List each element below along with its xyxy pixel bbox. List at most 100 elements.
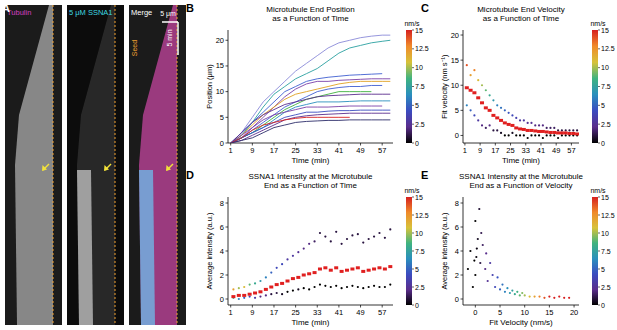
scale-label: 5 μm	[160, 10, 176, 18]
y-tick	[226, 143, 229, 144]
y-axis	[228, 30, 229, 143]
data-point	[501, 284, 503, 286]
data-point	[515, 134, 517, 136]
x-tick-label: 41	[537, 146, 545, 155]
y-tick	[226, 275, 229, 276]
data-point	[492, 129, 494, 131]
mean-point	[377, 266, 381, 269]
data-point	[519, 294, 521, 296]
data-point	[476, 248, 478, 250]
y-tick-label: 6	[220, 223, 224, 232]
mean-point	[307, 272, 311, 275]
data-point	[489, 94, 491, 96]
panel-letter: E	[421, 169, 428, 181]
x-tick-label: 57	[378, 146, 386, 155]
chart: DSSNA1 Intensity at the MicrotubuleEnd a…	[186, 169, 429, 327]
y-tick	[226, 203, 229, 204]
data-point	[286, 258, 288, 260]
colorbar-tick	[598, 305, 600, 306]
data-point	[243, 297, 245, 299]
chart: ESSNA1 Intensity at the MicrotubuleEnd a…	[421, 169, 615, 327]
mean-point	[488, 109, 492, 112]
panel-letter: D	[186, 169, 194, 181]
seed-line	[177, 5, 178, 325]
data-point	[557, 137, 559, 139]
data-point	[527, 122, 529, 124]
colorbar-tick-label: 5	[415, 102, 419, 109]
series-line	[231, 113, 391, 143]
colorbar-tick	[598, 67, 600, 68]
data-point	[496, 104, 498, 106]
data-point	[470, 109, 472, 111]
data-point	[563, 297, 565, 299]
data-point	[232, 288, 234, 290]
data-point	[254, 282, 256, 284]
y-tick	[461, 275, 464, 276]
y-tick-label: 5	[220, 113, 224, 122]
y-tick	[226, 227, 229, 228]
mean-point	[522, 128, 526, 131]
colorbar-tick-label: 0	[415, 140, 419, 147]
mean-point	[242, 294, 246, 297]
data-point	[521, 292, 523, 294]
x-axis-label: Time (min)	[292, 156, 330, 165]
microtubule	[15, 5, 53, 325]
x-axis	[228, 305, 393, 306]
data-point	[254, 297, 256, 299]
mean-point	[548, 131, 552, 134]
data-point	[533, 296, 535, 298]
arrow	[43, 164, 49, 170]
mean-point	[518, 127, 522, 130]
x-tick-label: 41	[335, 308, 343, 317]
title: Microtubule End Position	[266, 5, 355, 14]
data-point	[515, 117, 517, 119]
colorbar-tick-label: 12.5	[601, 45, 615, 52]
data-point	[308, 243, 310, 245]
arrow-head	[42, 165, 47, 171]
data-point	[384, 237, 386, 239]
mean-point	[564, 131, 568, 134]
data-point	[303, 287, 305, 289]
mean-point	[340, 270, 344, 273]
mean-point	[383, 268, 387, 271]
data-point	[485, 127, 487, 129]
title: SSNA1 Intensity at the Microtubule	[248, 172, 373, 181]
mean-point	[469, 89, 473, 92]
data-point	[549, 127, 551, 129]
colorbar-tick-label: 15	[415, 194, 423, 201]
colorbar-tick-label: 0	[601, 302, 605, 309]
title: SSNA1 Intensity at the Microtubule	[459, 172, 584, 181]
data-point	[346, 286, 348, 288]
data-point	[500, 107, 502, 109]
data-point	[543, 297, 545, 299]
mean-point	[552, 131, 556, 134]
data-point	[303, 248, 305, 250]
y-tick	[461, 85, 464, 86]
data-point	[538, 134, 540, 136]
y-tick-label: 10	[216, 87, 224, 96]
data-point	[472, 286, 474, 288]
x-tick-label: 9	[478, 146, 482, 155]
y-axis-label: Average intensity (a.u.)	[205, 212, 214, 289]
y-tick-label: 2	[455, 271, 459, 280]
data-point	[542, 137, 544, 139]
data-point	[378, 286, 380, 288]
data-point	[357, 286, 359, 288]
chart: CMicrotubule End Velocityas a Function o…	[421, 2, 615, 165]
mean-point	[499, 119, 503, 122]
y-tick-label: 4	[220, 247, 224, 256]
data-point	[529, 296, 531, 298]
seed-line	[53, 5, 54, 325]
y-tick	[461, 135, 464, 136]
colorbar-tick	[412, 233, 414, 234]
mean-point	[388, 265, 392, 268]
mean-point	[350, 268, 354, 271]
colorbar-tick	[598, 48, 600, 49]
mean-point	[367, 269, 371, 272]
colorbar-tick-label: 7.5	[601, 83, 611, 90]
data-point	[565, 129, 567, 131]
arrow	[105, 164, 111, 170]
data-point	[499, 288, 501, 290]
x-axis-label: Time (min)	[292, 318, 330, 327]
mean-point	[286, 280, 290, 283]
